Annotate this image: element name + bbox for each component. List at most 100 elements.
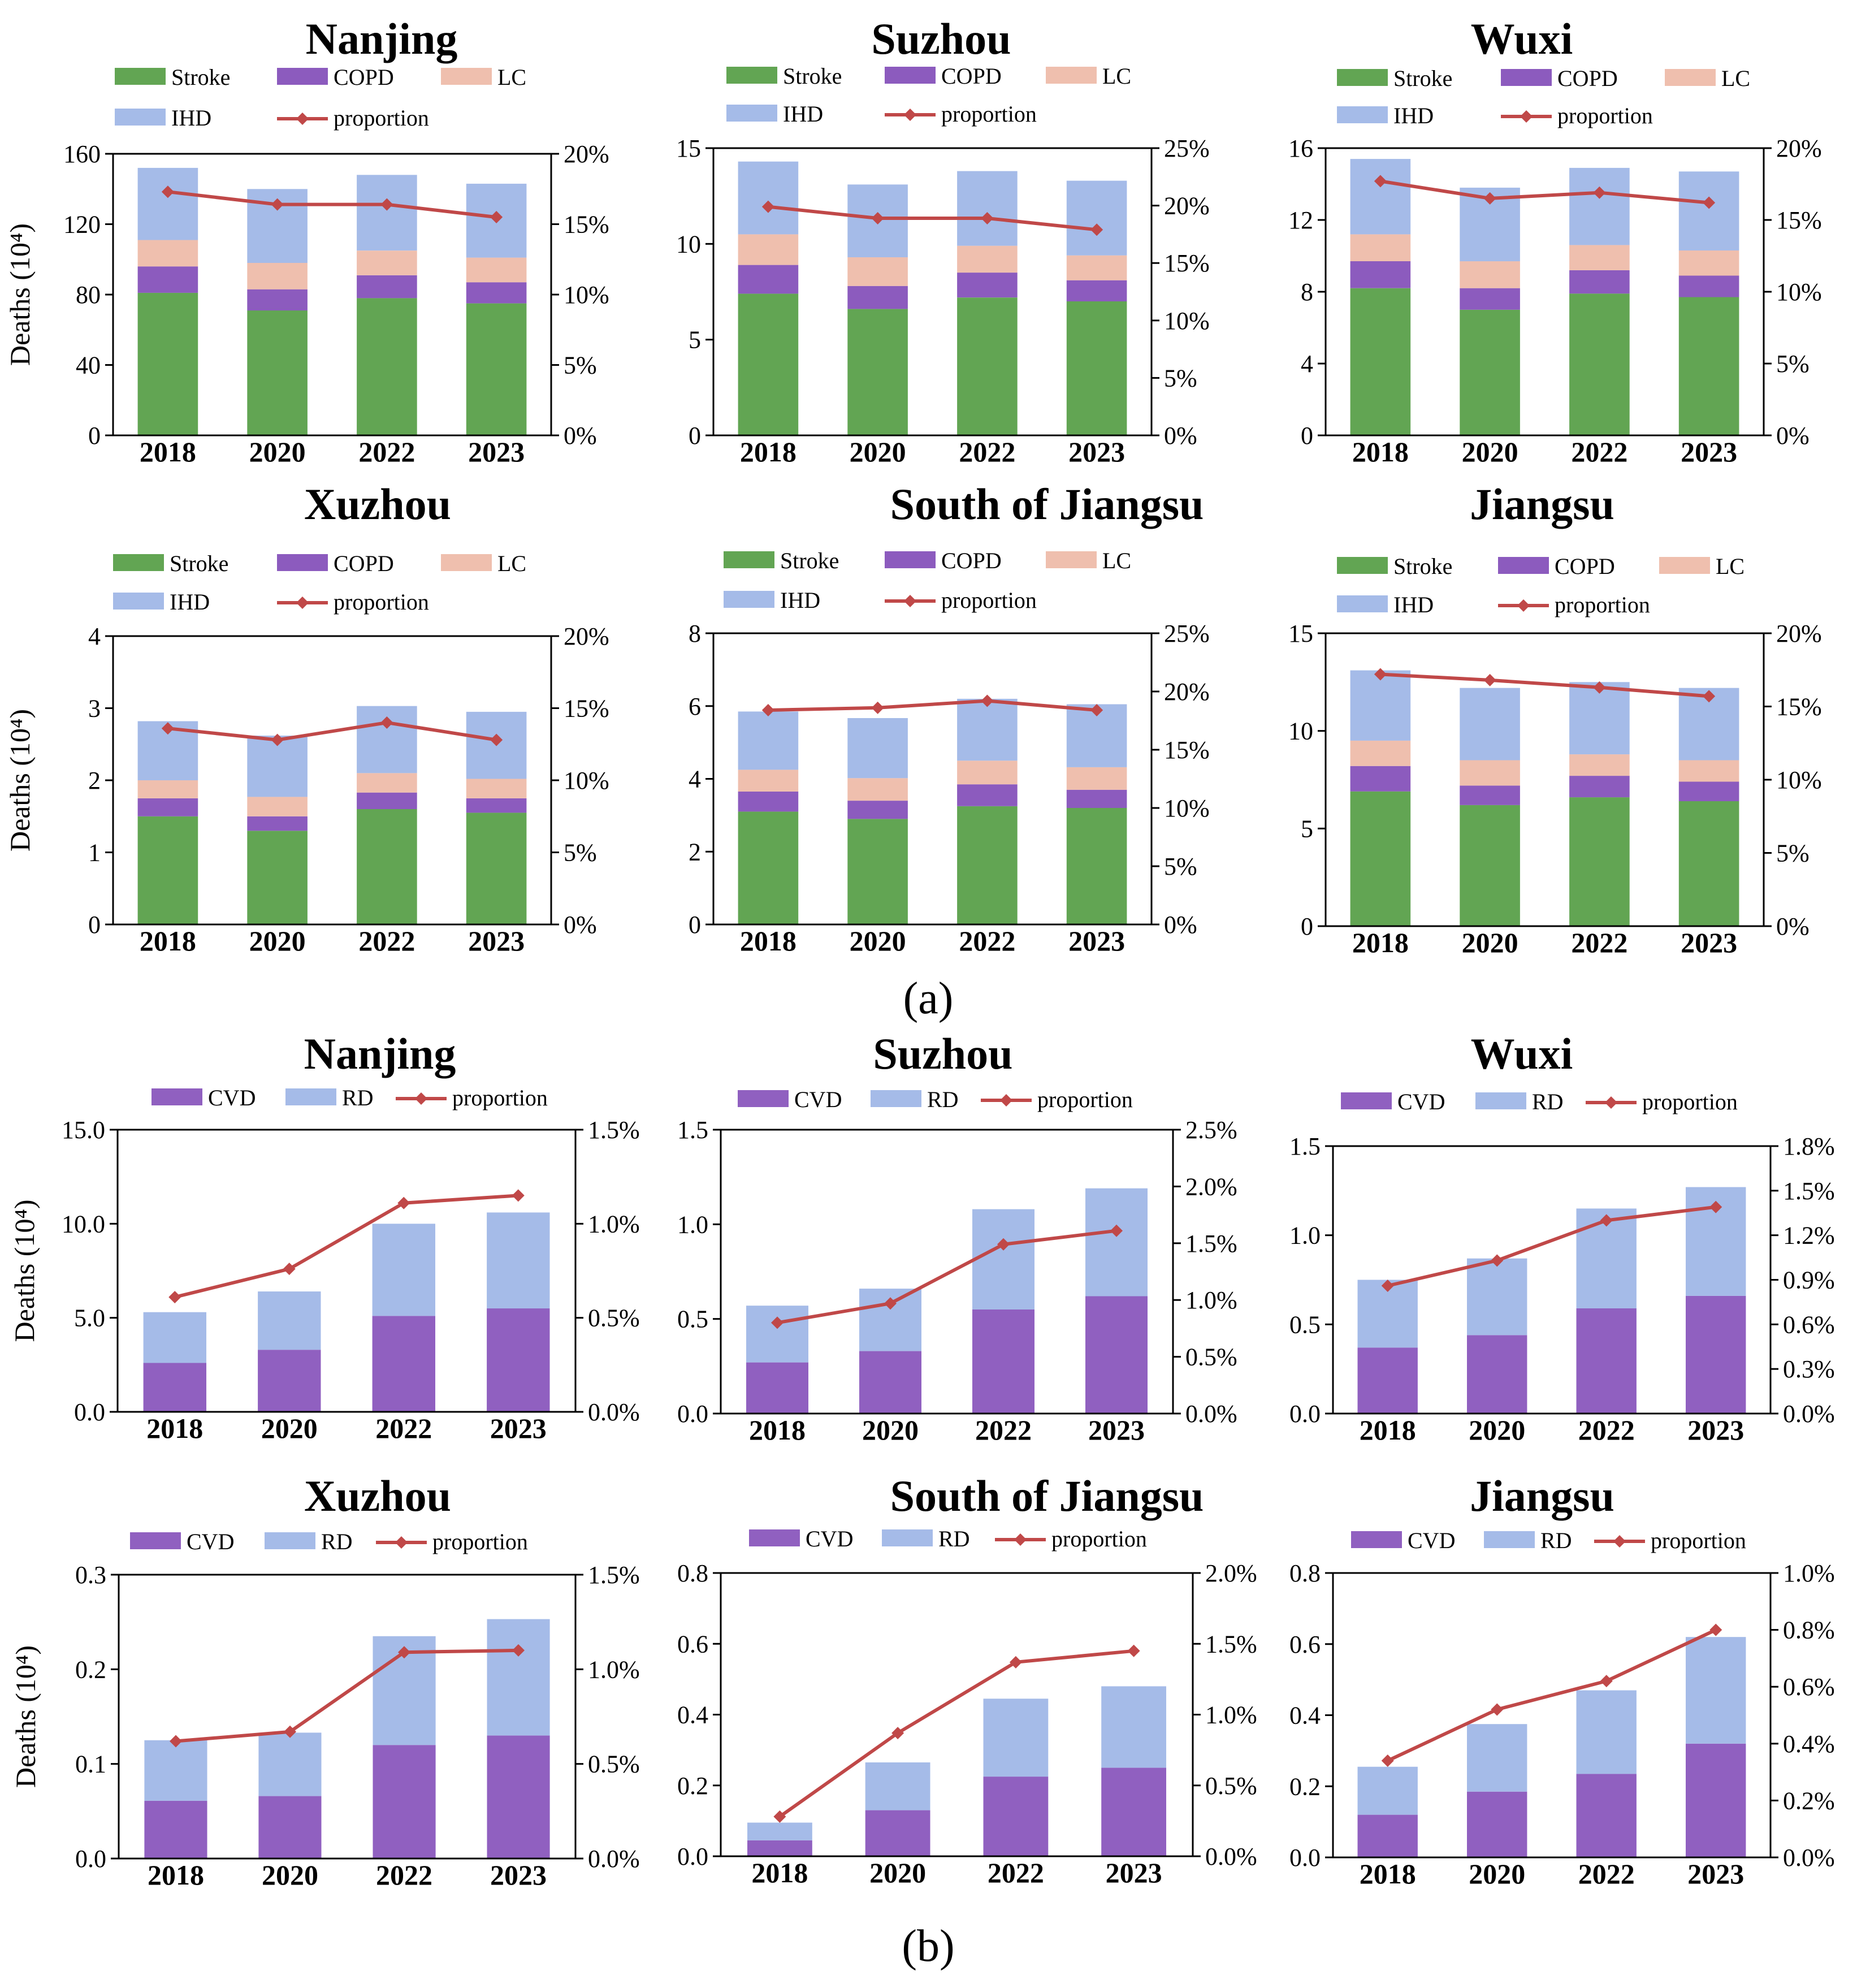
bar-cvd-2022 xyxy=(1576,1774,1637,1857)
legend-label-stroke: Stroke xyxy=(780,548,839,573)
legend-label-lc: LC xyxy=(1102,63,1131,89)
legend-swatch-cvd xyxy=(130,1532,181,1549)
y-tick-label: 15 xyxy=(676,135,701,162)
legend-swatch-cvd xyxy=(151,1088,202,1105)
legend-marker-proportion xyxy=(1000,1094,1012,1107)
bar-lc-2018 xyxy=(738,770,799,792)
legend-label-proportion: proportion xyxy=(1555,592,1650,617)
bar-stroke-2023 xyxy=(1066,301,1127,435)
y2-tick-label: 1.0% xyxy=(588,1656,640,1683)
y2-tick-label: 0% xyxy=(564,911,597,939)
legend-marker-proportion xyxy=(415,1092,427,1105)
bar-cvd-2018 xyxy=(1357,1814,1418,1857)
y2-tick-label: 0.6% xyxy=(1783,1311,1835,1338)
proportion-point-2022 xyxy=(1009,1656,1022,1669)
y2-tick-label: 0.8% xyxy=(1783,1617,1835,1644)
bar-rd-2018 xyxy=(144,1740,207,1801)
y2-tick-label: 5% xyxy=(1776,840,1810,867)
y2-tick-label: 0.2% xyxy=(1783,1787,1835,1814)
legend-label-copd: COPD xyxy=(334,551,394,576)
proportion-line xyxy=(174,1194,518,1299)
y2-tick-label: 1.5% xyxy=(1185,1230,1237,1257)
x-tick-label: 2020 xyxy=(1469,1414,1525,1446)
plot-frame xyxy=(116,1129,577,1413)
x-tick-label: 2018 xyxy=(1360,1414,1416,1446)
x-tick-label: 2020 xyxy=(249,925,306,957)
proportion-point-2020 xyxy=(871,211,884,224)
chart-a3: Wuxi 0 4 8 12 16 0% 5% 10% 15% 20% 2018 2020 2022 2023… xyxy=(1288,14,1822,468)
bar-copd-2022 xyxy=(357,275,417,299)
chart-title: Nanjing xyxy=(306,14,458,63)
bar-cvd-2022 xyxy=(1576,1308,1637,1414)
legend-marker-proportion xyxy=(904,595,916,607)
legend-label-proportion: proportion xyxy=(1651,1528,1746,1553)
chart-b1: Nanjing 0.0 5.0 10.0 15.0 0.0% 0.5% 1.0% 1.5% 201… xyxy=(8,1029,640,1444)
legend-label-copd: COPD xyxy=(941,548,1002,573)
y2-tick-label: 1.8% xyxy=(1783,1133,1835,1160)
y-tick-label: 15 xyxy=(1288,620,1313,647)
y-tick-label: 1.0 xyxy=(677,1211,708,1238)
chart-title: Jiangsu xyxy=(1470,1471,1614,1520)
proportion-point-2018 xyxy=(771,1316,784,1329)
bar-copd-2023 xyxy=(1678,275,1739,297)
chart-b3: Wuxi 0.0 0.5 1.0 1.5 0.0% 0.3% 0.6% 0.9% 1.2% 1.5%… xyxy=(1289,1029,1835,1446)
bar-stroke-2022 xyxy=(357,298,417,435)
x-tick-label: 2023 xyxy=(1068,436,1125,468)
x-tick-label: 2020 xyxy=(249,436,306,468)
bar-rd-2018 xyxy=(1357,1766,1418,1815)
bar-cvd-2020 xyxy=(1467,1335,1527,1414)
legend-swatch-ihd xyxy=(1337,106,1388,123)
chart-a6: Jiangsu 0 5 10 15 0% 5% 10% 15% 20% 2018 2020 2022 20… xyxy=(1288,479,1822,958)
y2-tick-label: 5% xyxy=(1164,364,1197,392)
y-tick-label: 0.0 xyxy=(75,1845,106,1873)
proportion-point-2022 xyxy=(398,1646,410,1659)
proportion-point-2022 xyxy=(1600,1214,1613,1227)
legend-swatch-copd xyxy=(885,67,936,84)
y-tick-label: 1.0 xyxy=(1289,1222,1321,1250)
x-tick-label: 2023 xyxy=(1687,1414,1744,1446)
bar-cvd-2018 xyxy=(1357,1347,1418,1414)
legend-swatch-ihd xyxy=(1337,595,1388,612)
x-tick-label: 2022 xyxy=(1571,436,1627,468)
x-tick-label: 2020 xyxy=(862,1414,919,1446)
x-tick-label: 2023 xyxy=(1068,925,1125,957)
x-tick-label: 2022 xyxy=(959,925,1015,957)
y2-tick-label: 15% xyxy=(1164,736,1210,764)
x-tick-label: 2023 xyxy=(468,436,525,468)
legend-swatch-rd xyxy=(265,1532,315,1549)
plot-frame xyxy=(712,147,1153,437)
proportion-point-2023 xyxy=(1709,1200,1722,1213)
y-tick-label: 0.5 xyxy=(677,1306,708,1333)
bar-rd-2020 xyxy=(1467,1724,1527,1792)
proportion-point-2023 xyxy=(512,1644,525,1657)
legend-marker-proportion xyxy=(296,113,309,125)
proportion-line xyxy=(778,1649,1134,1818)
y-tick-label: 0.5 xyxy=(1289,1311,1321,1338)
x-tick-label: 2018 xyxy=(740,925,797,957)
bar-rd-2020 xyxy=(258,1732,322,1796)
legend-swatch-lc xyxy=(441,68,492,85)
bar-cvd-2018 xyxy=(143,1363,206,1412)
bar-stroke-2020 xyxy=(247,831,308,925)
bar-lc-2023 xyxy=(1678,760,1739,782)
y-axis-label: Deaths (10⁴) xyxy=(10,1645,41,1788)
y-tick-label: 0 xyxy=(689,911,701,939)
bar-cvd-2020 xyxy=(258,1350,321,1412)
proportion-point-2018 xyxy=(1374,668,1387,681)
chart-a4: Xuzhou 0 1 2 3 4 0% 5% 10% 15% 20% 2018 2020 2022 2023… xyxy=(4,479,609,957)
x-tick-label: 2018 xyxy=(140,436,196,468)
bar-stroke-2023 xyxy=(1678,297,1739,435)
y2-tick-label: 5% xyxy=(1164,853,1197,880)
y2-tick-label: 1.5% xyxy=(588,1561,640,1589)
proportion-point-2023 xyxy=(490,733,503,746)
x-tick-label: 2022 xyxy=(959,436,1015,468)
y2-tick-label: 10% xyxy=(1164,794,1210,822)
proportion-line xyxy=(1380,672,1709,698)
bar-stroke-2020 xyxy=(847,819,908,924)
y2-tick-label: 10% xyxy=(1776,766,1822,794)
legend-label-lc: LC xyxy=(1102,548,1131,573)
y-tick-label: 0 xyxy=(1301,422,1313,450)
y2-tick-label: 0.0% xyxy=(1783,1844,1835,1872)
y-tick-label: 80 xyxy=(76,281,101,309)
y-tick-label: 0.1 xyxy=(75,1751,106,1778)
